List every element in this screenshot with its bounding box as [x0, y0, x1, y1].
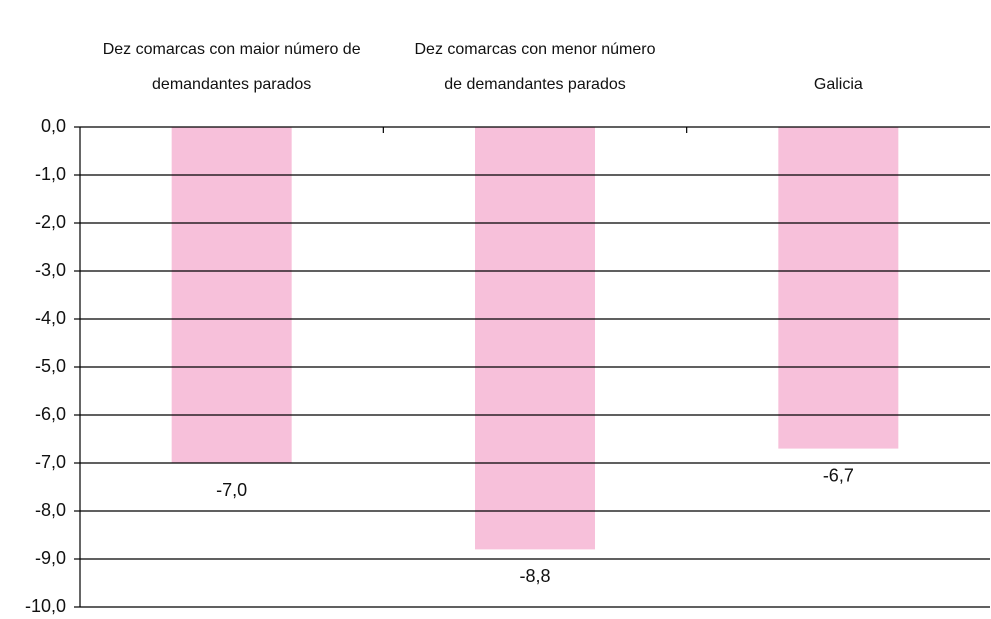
bar [171, 127, 292, 463]
bar [475, 127, 595, 550]
y-tick-label: -4,0 [35, 308, 66, 328]
y-tick-label: -9,0 [35, 548, 66, 568]
bar [778, 127, 899, 449]
y-tick-label: -8,0 [35, 500, 66, 520]
y-tick-label: 0,0 [41, 116, 66, 136]
category-label: Dez comarcas con menor número de demanda… [414, 41, 656, 93]
data-label: -7,0 [216, 480, 247, 500]
y-tick-label: -10,0 [25, 596, 66, 616]
y-tick-label: -2,0 [35, 212, 66, 232]
y-tick-label: -7,0 [35, 452, 66, 472]
y-tick-label: -3,0 [35, 260, 66, 280]
y-tick-label: -1,0 [35, 164, 66, 184]
category-label: Galicia [813, 76, 863, 93]
y-tick-label: -6,0 [35, 404, 66, 424]
data-label: -6,7 [823, 465, 854, 485]
data-label: -8,8 [519, 566, 550, 586]
y-tick-label: -5,0 [35, 356, 66, 376]
category-label: Dez comarcas con maior número de demanda… [102, 41, 361, 93]
